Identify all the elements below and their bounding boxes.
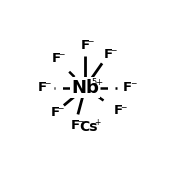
Text: +: + [95, 118, 101, 127]
Text: F: F [51, 106, 60, 119]
Text: −: − [87, 37, 93, 46]
Text: −: − [77, 117, 83, 126]
Text: −: − [120, 103, 127, 112]
Text: −: − [45, 79, 51, 88]
Text: F: F [123, 81, 132, 94]
Text: F: F [114, 105, 123, 117]
Text: 5+: 5+ [92, 78, 104, 87]
Text: F: F [80, 39, 90, 51]
Text: F: F [104, 48, 113, 61]
Text: F: F [70, 119, 80, 132]
Text: −: − [110, 46, 117, 55]
Text: F: F [38, 81, 47, 94]
Text: Cs: Cs [80, 120, 98, 134]
Text: F: F [52, 52, 61, 65]
Text: −: − [130, 79, 136, 88]
Text: −: − [57, 104, 64, 113]
Text: −: − [58, 51, 65, 60]
Text: Nb: Nb [71, 79, 99, 97]
